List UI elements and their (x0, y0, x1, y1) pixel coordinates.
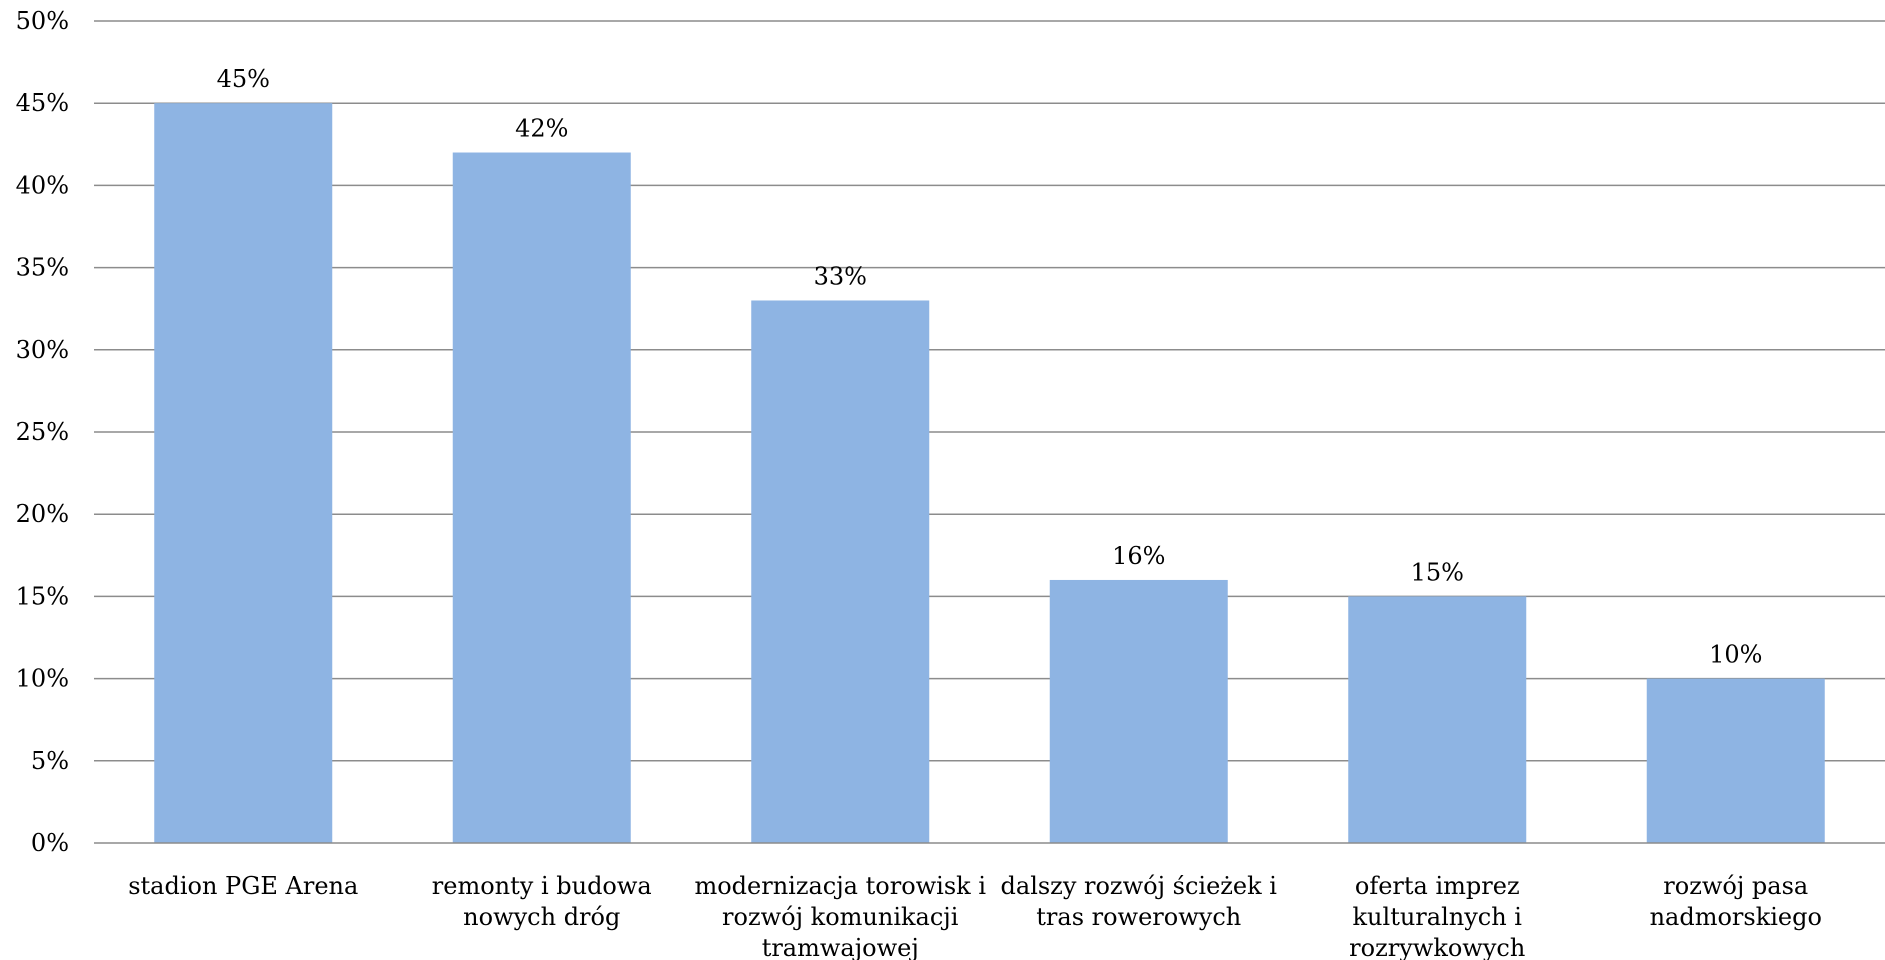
x-category-label: dalszy rozwój ścieżek i (1001, 872, 1278, 900)
data-label: 16% (1112, 542, 1165, 570)
x-category-label: nadmorskiego (1650, 903, 1822, 931)
x-category-label: tras rowerowych (1036, 903, 1241, 931)
bars (154, 103, 1825, 844)
bar (1049, 579, 1228, 843)
x-category-label: remonty i budowa (432, 872, 652, 900)
y-tick-labels: 0% 5% 10% 15% 20% 25% 30% 35% 40% 45% 50% (16, 7, 69, 857)
y-tick-label: 10% (16, 665, 69, 693)
x-category-label: oferta imprez (1355, 872, 1520, 900)
bar (452, 152, 631, 843)
y-tick-label: 15% (16, 582, 69, 610)
x-category-label: rozwój komunikacji (722, 903, 959, 931)
data-labels: 45% 42% 33% 16% 15% 10% (217, 65, 1763, 668)
y-tick-label: 25% (16, 418, 69, 446)
x-category-label: kulturalnych i (1353, 903, 1523, 931)
y-tick-label: 0% (31, 829, 69, 857)
x-category-label: rozwój pasa (1663, 872, 1808, 900)
y-tick-label: 45% (16, 89, 69, 117)
y-tick-label: 35% (16, 254, 69, 282)
bar (1646, 678, 1825, 843)
bar (1348, 596, 1527, 843)
x-category-label: nowych dróg (463, 903, 620, 931)
category-labels: stadion PGE Arena remonty i budowa nowych … (128, 872, 1822, 960)
y-tick-label: 50% (16, 7, 69, 35)
data-label: 10% (1709, 641, 1762, 669)
data-label: 33% (814, 262, 867, 290)
y-tick-label: 20% (16, 500, 69, 528)
x-category-label: rozrywkowych (1349, 934, 1525, 960)
gridlines (94, 20, 1885, 762)
data-label: 42% (515, 115, 568, 143)
y-tick-label: 40% (16, 171, 69, 199)
data-label: 45% (217, 65, 270, 93)
data-label: 15% (1411, 558, 1464, 586)
y-tick-label: 30% (16, 336, 69, 364)
x-category-label: stadion PGE Arena (128, 872, 358, 900)
x-category-label: tramwajowej (762, 934, 919, 960)
bar (751, 300, 930, 844)
y-tick-label: 5% (31, 747, 69, 775)
x-category-label: modernizacja torowisk i (694, 872, 986, 900)
bar (154, 103, 333, 843)
